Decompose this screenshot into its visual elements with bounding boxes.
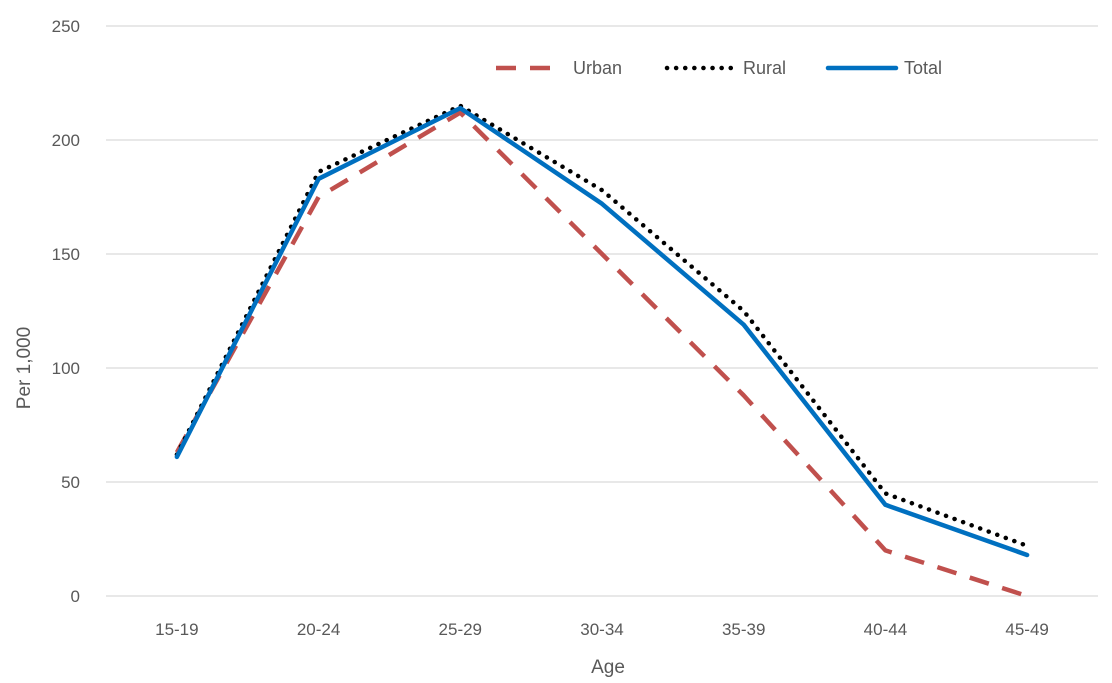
x-tick-label: 15-19 <box>155 620 198 639</box>
legend-label-rural: Rural <box>743 58 786 78</box>
y-tick-label: 100 <box>52 359 80 378</box>
x-axis-title: Age <box>591 657 625 678</box>
y-tick-label: 0 <box>71 587 80 606</box>
series-lines <box>174 103 1030 599</box>
y-tick-label: 250 <box>52 17 80 36</box>
y-tick-label: 50 <box>61 473 80 492</box>
y-axis-title: Per 1,000 <box>14 327 35 409</box>
legend-label-urban: Urban <box>573 58 622 78</box>
series-line-total <box>174 105 1030 558</box>
y-axis-ticks: 0 50 100 150 200 250 <box>52 17 80 606</box>
x-tick-label: 25-29 <box>439 620 482 639</box>
gridlines <box>106 25 1098 597</box>
x-tick-label: 45-49 <box>1005 620 1048 639</box>
x-tick-label: 40-44 <box>864 620 907 639</box>
legend-label-total: Total <box>904 58 942 78</box>
x-tick-label: 30-34 <box>580 620 623 639</box>
y-tick-label: 200 <box>52 131 80 150</box>
legend: Urban Rural Total <box>496 58 942 78</box>
series-line-rural <box>174 103 1030 549</box>
x-tick-label: 35-39 <box>722 620 765 639</box>
x-axis-ticks: 15-19 20-24 25-29 30-34 35-39 40-44 45-49 <box>155 620 1049 639</box>
series-line-urban <box>174 110 1028 599</box>
x-tick-label: 20-24 <box>297 620 340 639</box>
y-tick-label: 150 <box>52 245 80 264</box>
